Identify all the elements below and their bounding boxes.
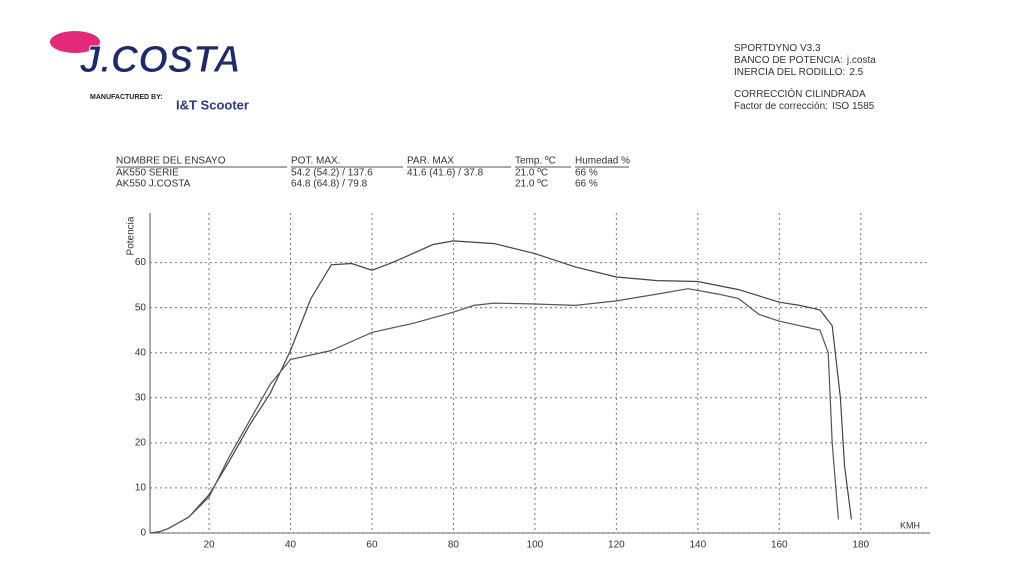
y-tick-label: 50 (135, 302, 147, 313)
info-line: BANCO DE POTENCIA: j.costa (734, 55, 876, 66)
y-tick-label: 40 (135, 347, 147, 358)
y-tick-label: 30 (135, 392, 147, 403)
info-line: Factor de corrección: ISO 1585 (734, 101, 875, 112)
info-line: CORRECCIÓN CILINDRADA (734, 87, 866, 100)
maker: I&T Scooter (176, 97, 249, 112)
logo-swoosh (50, 31, 100, 53)
y-tick-label: 20 (135, 437, 147, 448)
y-tick-label: 0 (140, 528, 146, 539)
test-table: NOMBRE DEL ENSAYO POT. MAX. PAR. MAX Temp. … (116, 156, 630, 190)
info-value: ISO 1585 (832, 101, 875, 112)
table-cell: AK550 SERIE (116, 168, 179, 179)
x-tick-label: 80 (448, 540, 460, 551)
table-cell: AK550 J.COSTA (116, 179, 191, 190)
x-tick-label: 40 (285, 540, 297, 551)
x-axis-label: KMH (900, 520, 920, 530)
y-axis-label: Potencia (126, 216, 137, 255)
info-label: INERCIA DEL RODILLO: (734, 67, 845, 78)
table-cell: 21.0 ºC (515, 179, 548, 190)
table-cell: 21.0 ºC (515, 168, 548, 179)
table-cell: 66 % (575, 168, 598, 179)
table-cell: 41.6 (41.6) / 37.8 (407, 168, 484, 179)
x-tick-label: 60 (366, 540, 378, 551)
y-tick-label: 60 (135, 257, 147, 268)
info-value: j.costa (846, 55, 876, 66)
x-tick-label: 100 (527, 540, 544, 551)
column-header: NOMBRE DEL ENSAYO (116, 156, 226, 167)
power-curve (149, 288, 839, 534)
power-curve (149, 240, 852, 534)
table-cell: 54.2 (54.2) / 137.6 (291, 168, 373, 179)
column-header: Temp. ºC (515, 156, 556, 167)
info-label: BANCO DE POTENCIA: (734, 55, 843, 66)
logo: J.COSTA MANUFACTURED BY: I&T Scooter (50, 31, 249, 112)
info-line: SPORTDYNO V3.3 (734, 43, 821, 54)
x-tick-label: 120 (608, 540, 625, 551)
info-label: CORRECCIÓN CILINDRADA (734, 87, 866, 100)
x-tick-label: 20 (203, 540, 215, 551)
table-cell: 66 % (575, 179, 598, 190)
info-value: 2.5 (849, 67, 863, 78)
y-tick-label: 10 (135, 483, 147, 494)
manufactured-by: MANUFACTURED BY: (90, 94, 163, 101)
info-label: SPORTDYNO V3.3 (734, 43, 821, 54)
info-label: Factor de corrección: (734, 101, 828, 112)
brand: J.COSTA (79, 39, 241, 81)
x-tick-label: 160 (771, 540, 788, 551)
info-line: INERCIA DEL RODILLO: 2.5 (734, 67, 864, 78)
x-tick-label: 140 (689, 540, 706, 551)
plot: Potencia KMH 0 10 20 30 40 50 60 20 40 60 80 100 120… (126, 213, 930, 551)
x-tick-label: 180 (852, 540, 869, 551)
column-header: POT. MAX. (291, 156, 340, 167)
column-header: Humedad % (575, 156, 630, 167)
column-header: PAR. MAX (407, 156, 454, 167)
table-cell: 64.8 (64.8) / 79.8 (291, 179, 368, 190)
